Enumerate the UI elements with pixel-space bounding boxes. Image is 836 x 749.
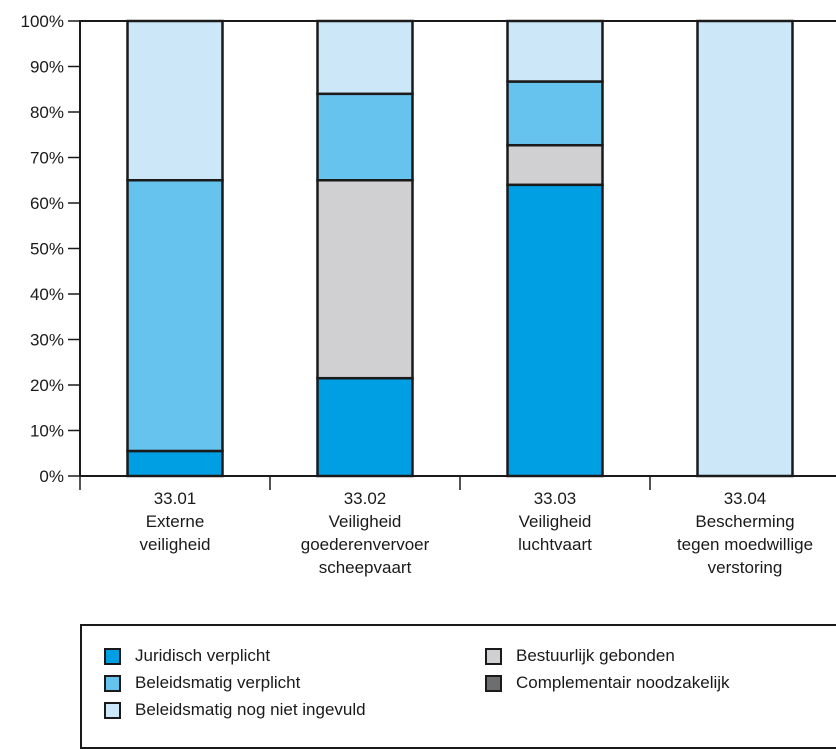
axes-group [68,20,836,490]
legend-item: Bestuurlijk gebonden [485,646,675,666]
y-tick-label: 0% [39,467,64,486]
category-label-line: luchtvaart [518,535,592,554]
category-label-line: tegen moedwillige [677,535,813,554]
legend: Juridisch verplicht Beleidsmatig verplich… [80,624,836,749]
category-label-line: veiligheid [140,535,211,554]
bars-group [126,19,794,478]
legend-swatch [104,647,121,665]
legend-swatch [485,674,502,692]
category-label-line: scheepvaart [319,558,412,577]
legend-label: Juridisch verplicht [135,646,271,665]
legend-item: Juridisch verplicht [104,646,270,666]
category-label-line: 33.01 [154,489,197,508]
y-tick-label: 90% [30,58,64,77]
bar-segment-1-beleidsmatig-nog-niet-ingevuld [126,19,224,182]
bar-segment-2-juridisch-verplicht [316,376,414,478]
y-tick-label: 70% [30,149,64,168]
bar-segment-3-juridisch-verplicht [506,183,604,478]
bar-segment-2-beleidsmatig-nog-niet-ingevuld [316,19,414,96]
y-tick-label: 100% [21,12,64,31]
bar-segment-3-beleidsmatig-verplicht [506,80,604,147]
bar-segment-1-beleidsmatig-verplicht [126,179,224,453]
legend-swatch [104,701,121,719]
legend-label: Beleidsmatig verplicht [135,673,301,692]
legend-swatch [485,647,502,665]
bar-segment-2-beleidsmatig-verplicht [316,92,414,182]
category-label-line: verstoring [708,558,783,577]
y-tick-label: 80% [30,103,64,122]
category-label-line: Bescherming [695,512,794,531]
y-tick-label: 10% [30,422,64,441]
legend-item: Beleidsmatig nog niet ingevuld [104,700,366,720]
bar-segment-4-beleidsmatig-nog-niet-ingevuld [696,19,794,478]
category-label-line: Veiligheid [329,512,402,531]
bar-segment-3-bestuurlijk-gebonden [506,143,604,187]
legend-item: Complementair noodzakelijk [485,673,730,693]
category-label-line: Externe [146,512,205,531]
stacked-bar-chart: 0% 10% 20% 30% 40% 50% 60% 70% 80% 90% 100% 33.01 Ex… [21,12,836,577]
y-tick-label: 40% [30,285,64,304]
category-label-line: 33.03 [534,489,577,508]
y-tick-label: 20% [30,376,64,395]
bar-segment-3-beleidsmatig-nog-niet-ingevuld [506,19,604,83]
category-label-line: 33.02 [344,489,387,508]
legend-label: Beleidsmatig nog niet ingevuld [135,700,366,719]
bar-segment-2-bestuurlijk-gebonden [316,179,414,380]
legend-swatch [104,674,121,692]
legend-label: Bestuurlijk gebonden [516,646,675,665]
category-label-line: Veiligheid [519,512,592,531]
legend-label: Complementair noodzakelijk [516,673,730,692]
y-tick-label: 30% [30,331,64,350]
bar-segment-1-juridisch-verplicht [126,449,224,478]
category-label-line: 33.04 [724,489,767,508]
y-tick-label: 50% [30,240,64,259]
legend-item: Beleidsmatig verplicht [104,673,300,693]
category-label-line: goederenvervoer [301,535,430,554]
y-tick-label: 60% [30,194,64,213]
labels-group: 0% 10% 20% 30% 40% 50% 60% 70% 80% 90% 100% 33.01 Ex… [21,12,814,577]
